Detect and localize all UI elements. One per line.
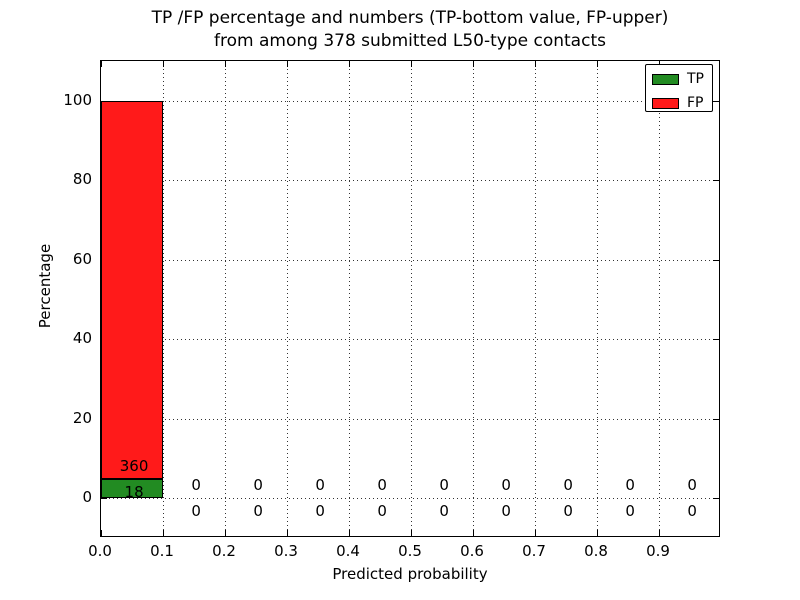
x-tick-bottom xyxy=(225,530,226,536)
tp-count-label: 0 xyxy=(625,501,635,520)
x-gridline xyxy=(411,61,412,536)
y-tick-right xyxy=(713,418,719,420)
y-tick-label: 100 xyxy=(63,90,92,109)
x-gridline xyxy=(349,61,350,536)
y-gridline xyxy=(101,339,719,341)
y-gridline xyxy=(101,259,719,261)
tp-count-label: 0 xyxy=(439,501,449,520)
tp-count-label: 0 xyxy=(191,501,201,520)
y-tick-right xyxy=(713,498,719,500)
x-tick-bottom xyxy=(287,530,288,536)
x-tick-label: 0.5 xyxy=(398,542,422,560)
x-gridline xyxy=(225,61,226,536)
y-tick-label: 20 xyxy=(72,408,92,427)
fp-count-label: 0 xyxy=(439,475,449,494)
x-tick-top xyxy=(473,61,474,67)
chart-title-line1: TP /FP percentage and numbers (TP-bottom… xyxy=(151,8,669,28)
legend-item-tp: TP xyxy=(646,69,712,89)
y-gridline xyxy=(101,100,719,102)
fp-count-label: 0 xyxy=(253,475,263,494)
y-tick-right xyxy=(713,339,719,341)
tp-count-label: 0 xyxy=(315,501,325,520)
y-tick-right xyxy=(713,259,719,261)
x-tick-top xyxy=(597,61,598,67)
x-tick-label: 0.9 xyxy=(646,542,670,560)
x-tick-top xyxy=(411,61,412,67)
tp-count-label: 0 xyxy=(687,501,697,520)
tp-count-label: 18 xyxy=(124,482,144,501)
x-tick-bottom xyxy=(535,530,536,536)
y-tick-right xyxy=(713,100,719,102)
x-tick-label: 0.2 xyxy=(212,542,236,560)
tp-count-label: 0 xyxy=(563,501,573,520)
tp-bar-segment xyxy=(101,479,163,499)
fp-count-label: 0 xyxy=(563,475,573,494)
tp-count-label: 0 xyxy=(377,501,387,520)
fp-count-label: 0 xyxy=(315,475,325,494)
fp-bar-segment xyxy=(101,100,163,480)
plot-area xyxy=(100,60,720,537)
fp-count-label: 0 xyxy=(687,475,697,494)
x-tick-top xyxy=(101,61,102,67)
x-tick-bottom xyxy=(101,530,102,536)
x-gridline xyxy=(163,61,164,536)
x-tick-top xyxy=(225,61,226,67)
tp-count-label: 0 xyxy=(501,501,511,520)
x-tick-top xyxy=(163,61,164,67)
y-gridline xyxy=(101,180,719,182)
x-gridline xyxy=(597,61,598,536)
x-tick-bottom xyxy=(597,530,598,536)
x-tick-bottom xyxy=(349,530,350,536)
y-gridline xyxy=(101,498,719,500)
chart-title: TP /FP percentage and numbers (TP-bottom… xyxy=(100,7,720,53)
x-axis-label: Predicted probability xyxy=(332,565,488,583)
y-tick-label: 0 xyxy=(82,488,92,507)
x-tick-label: 0.6 xyxy=(460,542,484,560)
chart-title-line2: from among 378 submitted L50-type contac… xyxy=(214,31,606,51)
x-gridline xyxy=(659,61,660,536)
y-tick-label: 40 xyxy=(72,329,92,348)
fp-count-label: 0 xyxy=(625,475,635,494)
x-tick-bottom xyxy=(473,530,474,536)
legend-label: TP xyxy=(687,71,704,87)
fp-count-label: 0 xyxy=(501,475,511,494)
x-tick-bottom xyxy=(163,530,164,536)
legend-item-fp: FP xyxy=(646,93,712,113)
fp-count-label: 360 xyxy=(119,456,149,475)
x-tick-label: 0.7 xyxy=(522,542,546,560)
x-tick-label: 0.0 xyxy=(88,542,112,560)
x-tick-label: 0.8 xyxy=(584,542,608,560)
y-tick-left xyxy=(101,498,107,500)
x-tick-top xyxy=(535,61,536,67)
x-tick-top xyxy=(287,61,288,67)
legend-label: FP xyxy=(687,95,704,111)
y-gridline xyxy=(101,418,719,420)
legend: TP FP xyxy=(645,64,713,112)
x-gridline xyxy=(287,61,288,536)
fp-count-label: 0 xyxy=(191,475,201,494)
x-gridline xyxy=(535,61,536,536)
tp-count-label: 0 xyxy=(253,501,263,520)
x-tick-top xyxy=(349,61,350,67)
fp-swatch xyxy=(652,97,679,109)
y-tick-right xyxy=(713,180,719,182)
tp-swatch xyxy=(652,73,679,85)
x-tick-label: 0.1 xyxy=(150,542,174,560)
fp-count-label: 0 xyxy=(377,475,387,494)
x-tick-label: 0.4 xyxy=(336,542,360,560)
x-tick-label: 0.3 xyxy=(274,542,298,560)
x-tick-bottom xyxy=(411,530,412,536)
y-tick-label: 80 xyxy=(72,170,92,189)
x-gridline xyxy=(473,61,474,536)
y-tick-label: 60 xyxy=(72,249,92,268)
x-tick-bottom xyxy=(659,530,660,536)
